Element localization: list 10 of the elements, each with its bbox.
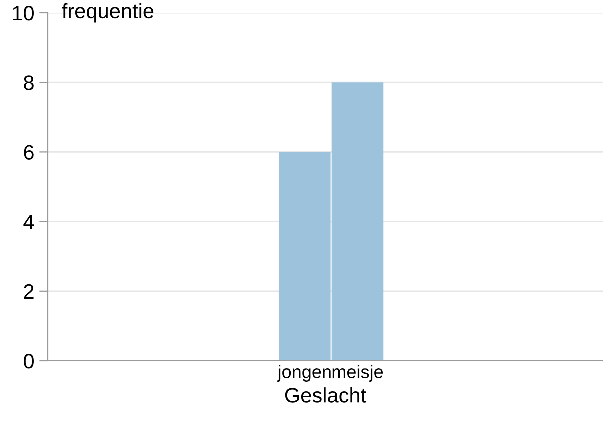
x-tick-label: jongen xyxy=(277,365,331,382)
y-tick-label: 10 xyxy=(13,6,34,21)
y-tick-label: 2 xyxy=(24,284,34,299)
x-tick-label: meisje xyxy=(332,365,384,382)
y-axis-title: frequentie xyxy=(62,3,154,23)
x-axis-title: Geslacht xyxy=(285,388,366,403)
y-tick-label: 8 xyxy=(24,76,34,90)
y-tick-label: 4 xyxy=(24,215,34,230)
y-tick-label: 6 xyxy=(24,145,34,160)
y-tick-label: 0 xyxy=(24,354,34,369)
